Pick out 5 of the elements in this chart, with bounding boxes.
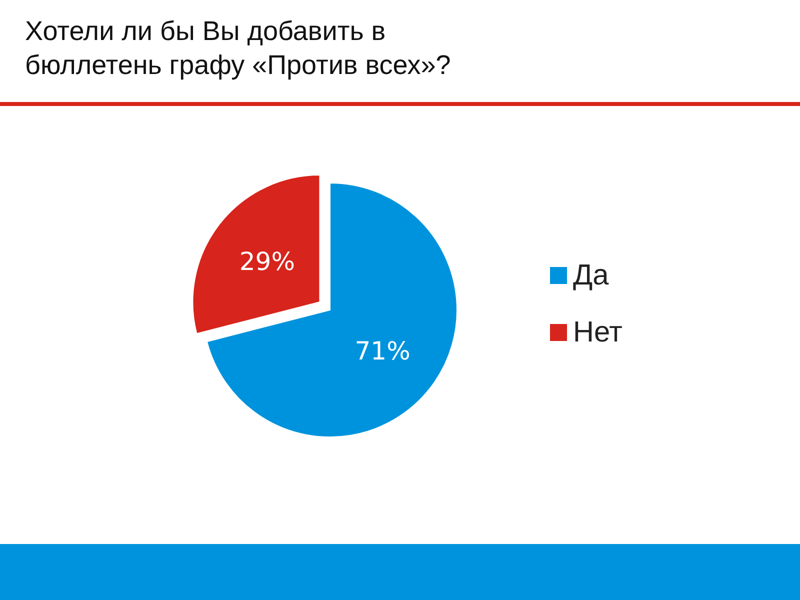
data-label: 29% <box>239 246 295 276</box>
legend-label: Да <box>573 260 610 292</box>
chart-title: Хотели ли бы Вы добавить в бюллетень графу «Против всех»? <box>25 15 452 82</box>
legend-label: Нет <box>573 316 622 348</box>
data-label: 71% <box>354 336 410 366</box>
